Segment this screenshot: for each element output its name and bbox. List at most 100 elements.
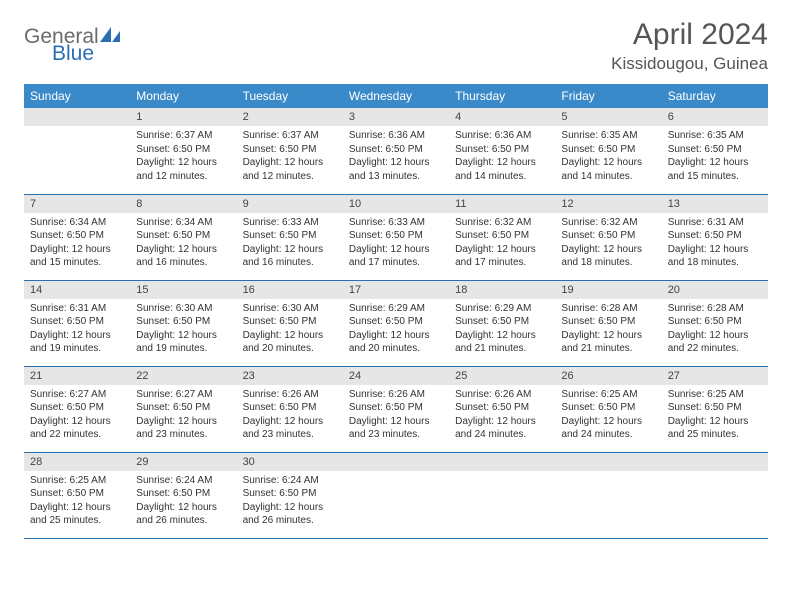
- day-number: [24, 108, 130, 126]
- calendar-day-cell: 10Sunrise: 6:33 AMSunset: 6:50 PMDayligh…: [343, 194, 449, 280]
- day-details: Sunrise: 6:27 AMSunset: 6:50 PMDaylight:…: [24, 385, 130, 446]
- sunset-text: Sunset: 6:50 PM: [455, 229, 549, 243]
- day-details: Sunrise: 6:26 AMSunset: 6:50 PMDaylight:…: [343, 385, 449, 446]
- day-details: Sunrise: 6:29 AMSunset: 6:50 PMDaylight:…: [449, 299, 555, 360]
- sunrise-text: Sunrise: 6:37 AM: [243, 129, 337, 143]
- sunrise-text: Sunrise: 6:35 AM: [668, 129, 762, 143]
- calendar-day-cell: 2Sunrise: 6:37 AMSunset: 6:50 PMDaylight…: [237, 108, 343, 194]
- day-number: 25: [449, 367, 555, 385]
- sunrise-text: Sunrise: 6:35 AM: [561, 129, 655, 143]
- sunset-text: Sunset: 6:50 PM: [668, 401, 762, 415]
- daylight-text: Daylight: 12 hours and 18 minutes.: [561, 243, 655, 270]
- sunrise-text: Sunrise: 6:28 AM: [668, 302, 762, 316]
- day-number: 13: [662, 195, 768, 213]
- sunrise-text: Sunrise: 6:25 AM: [30, 474, 124, 488]
- page-header: General Blue April 2024 Kissidougou, Gui…: [24, 18, 768, 74]
- day-number: 23: [237, 367, 343, 385]
- calendar-day-cell: [662, 452, 768, 538]
- day-number: 6: [662, 108, 768, 126]
- calendar-day-cell: 30Sunrise: 6:24 AMSunset: 6:50 PMDayligh…: [237, 452, 343, 538]
- day-number: 28: [24, 453, 130, 471]
- day-number: 12: [555, 195, 661, 213]
- calendar-day-cell: [24, 108, 130, 194]
- daylight-text: Daylight: 12 hours and 23 minutes.: [349, 415, 443, 442]
- day-number: 9: [237, 195, 343, 213]
- sunset-text: Sunset: 6:50 PM: [136, 315, 230, 329]
- day-details: Sunrise: 6:37 AMSunset: 6:50 PMDaylight:…: [237, 126, 343, 187]
- daylight-text: Daylight: 12 hours and 13 minutes.: [349, 156, 443, 183]
- day-number: 21: [24, 367, 130, 385]
- sunset-text: Sunset: 6:50 PM: [455, 401, 549, 415]
- weekday-header: Friday: [555, 84, 661, 108]
- daylight-text: Daylight: 12 hours and 21 minutes.: [455, 329, 549, 356]
- sunset-text: Sunset: 6:50 PM: [136, 401, 230, 415]
- sunset-text: Sunset: 6:50 PM: [668, 229, 762, 243]
- day-number: 29: [130, 453, 236, 471]
- sunrise-text: Sunrise: 6:26 AM: [349, 388, 443, 402]
- calendar-day-cell: 14Sunrise: 6:31 AMSunset: 6:50 PMDayligh…: [24, 280, 130, 366]
- day-details: Sunrise: 6:36 AMSunset: 6:50 PMDaylight:…: [449, 126, 555, 187]
- sunset-text: Sunset: 6:50 PM: [243, 487, 337, 501]
- calendar-day-cell: 12Sunrise: 6:32 AMSunset: 6:50 PMDayligh…: [555, 194, 661, 280]
- sunrise-text: Sunrise: 6:36 AM: [349, 129, 443, 143]
- calendar-day-cell: 23Sunrise: 6:26 AMSunset: 6:50 PMDayligh…: [237, 366, 343, 452]
- sunrise-text: Sunrise: 6:25 AM: [668, 388, 762, 402]
- calendar-day-cell: 11Sunrise: 6:32 AMSunset: 6:50 PMDayligh…: [449, 194, 555, 280]
- daylight-text: Daylight: 12 hours and 15 minutes.: [30, 243, 124, 270]
- calendar-day-cell: 25Sunrise: 6:26 AMSunset: 6:50 PMDayligh…: [449, 366, 555, 452]
- day-number: 10: [343, 195, 449, 213]
- day-number: 7: [24, 195, 130, 213]
- sunrise-text: Sunrise: 6:36 AM: [455, 129, 549, 143]
- daylight-text: Daylight: 12 hours and 25 minutes.: [668, 415, 762, 442]
- daylight-text: Daylight: 12 hours and 16 minutes.: [243, 243, 337, 270]
- day-number: 2: [237, 108, 343, 126]
- calendar-day-cell: 26Sunrise: 6:25 AMSunset: 6:50 PMDayligh…: [555, 366, 661, 452]
- sunrise-text: Sunrise: 6:27 AM: [136, 388, 230, 402]
- day-details: Sunrise: 6:34 AMSunset: 6:50 PMDaylight:…: [24, 213, 130, 274]
- weekday-header: Sunday: [24, 84, 130, 108]
- calendar-week-row: 14Sunrise: 6:31 AMSunset: 6:50 PMDayligh…: [24, 280, 768, 366]
- day-number: [343, 453, 449, 471]
- calendar-day-cell: 7Sunrise: 6:34 AMSunset: 6:50 PMDaylight…: [24, 194, 130, 280]
- daylight-text: Daylight: 12 hours and 25 minutes.: [30, 501, 124, 528]
- calendar-day-cell: [555, 452, 661, 538]
- sunset-text: Sunset: 6:50 PM: [455, 143, 549, 157]
- sunset-text: Sunset: 6:50 PM: [349, 315, 443, 329]
- title-block: April 2024 Kissidougou, Guinea: [611, 18, 768, 74]
- daylight-text: Daylight: 12 hours and 23 minutes.: [136, 415, 230, 442]
- day-details: Sunrise: 6:34 AMSunset: 6:50 PMDaylight:…: [130, 213, 236, 274]
- daylight-text: Daylight: 12 hours and 24 minutes.: [561, 415, 655, 442]
- sunrise-text: Sunrise: 6:24 AM: [136, 474, 230, 488]
- day-details: Sunrise: 6:30 AMSunset: 6:50 PMDaylight:…: [237, 299, 343, 360]
- sunset-text: Sunset: 6:50 PM: [30, 229, 124, 243]
- day-details: Sunrise: 6:27 AMSunset: 6:50 PMDaylight:…: [130, 385, 236, 446]
- calendar-day-cell: 15Sunrise: 6:30 AMSunset: 6:50 PMDayligh…: [130, 280, 236, 366]
- sunrise-text: Sunrise: 6:37 AM: [136, 129, 230, 143]
- calendar-day-cell: 21Sunrise: 6:27 AMSunset: 6:50 PMDayligh…: [24, 366, 130, 452]
- sunrise-text: Sunrise: 6:29 AM: [455, 302, 549, 316]
- day-number: 26: [555, 367, 661, 385]
- daylight-text: Daylight: 12 hours and 12 minutes.: [243, 156, 337, 183]
- day-details: Sunrise: 6:25 AMSunset: 6:50 PMDaylight:…: [24, 471, 130, 532]
- day-number: 19: [555, 281, 661, 299]
- daylight-text: Daylight: 12 hours and 20 minutes.: [349, 329, 443, 356]
- calendar-day-cell: 27Sunrise: 6:25 AMSunset: 6:50 PMDayligh…: [662, 366, 768, 452]
- calendar-day-cell: 24Sunrise: 6:26 AMSunset: 6:50 PMDayligh…: [343, 366, 449, 452]
- daylight-text: Daylight: 12 hours and 26 minutes.: [136, 501, 230, 528]
- day-number: 20: [662, 281, 768, 299]
- day-details: Sunrise: 6:28 AMSunset: 6:50 PMDaylight:…: [662, 299, 768, 360]
- sunset-text: Sunset: 6:50 PM: [668, 315, 762, 329]
- sunrise-text: Sunrise: 6:26 AM: [243, 388, 337, 402]
- calendar-week-row: 28Sunrise: 6:25 AMSunset: 6:50 PMDayligh…: [24, 452, 768, 538]
- calendar-day-cell: 1Sunrise: 6:37 AMSunset: 6:50 PMDaylight…: [130, 108, 236, 194]
- sunset-text: Sunset: 6:50 PM: [243, 229, 337, 243]
- calendar-week-row: 21Sunrise: 6:27 AMSunset: 6:50 PMDayligh…: [24, 366, 768, 452]
- calendar-day-cell: 17Sunrise: 6:29 AMSunset: 6:50 PMDayligh…: [343, 280, 449, 366]
- day-number: 15: [130, 281, 236, 299]
- daylight-text: Daylight: 12 hours and 16 minutes.: [136, 243, 230, 270]
- day-details: Sunrise: 6:29 AMSunset: 6:50 PMDaylight:…: [343, 299, 449, 360]
- day-details: Sunrise: 6:33 AMSunset: 6:50 PMDaylight:…: [343, 213, 449, 274]
- calendar-day-cell: 20Sunrise: 6:28 AMSunset: 6:50 PMDayligh…: [662, 280, 768, 366]
- sunrise-text: Sunrise: 6:30 AM: [136, 302, 230, 316]
- sunset-text: Sunset: 6:50 PM: [243, 143, 337, 157]
